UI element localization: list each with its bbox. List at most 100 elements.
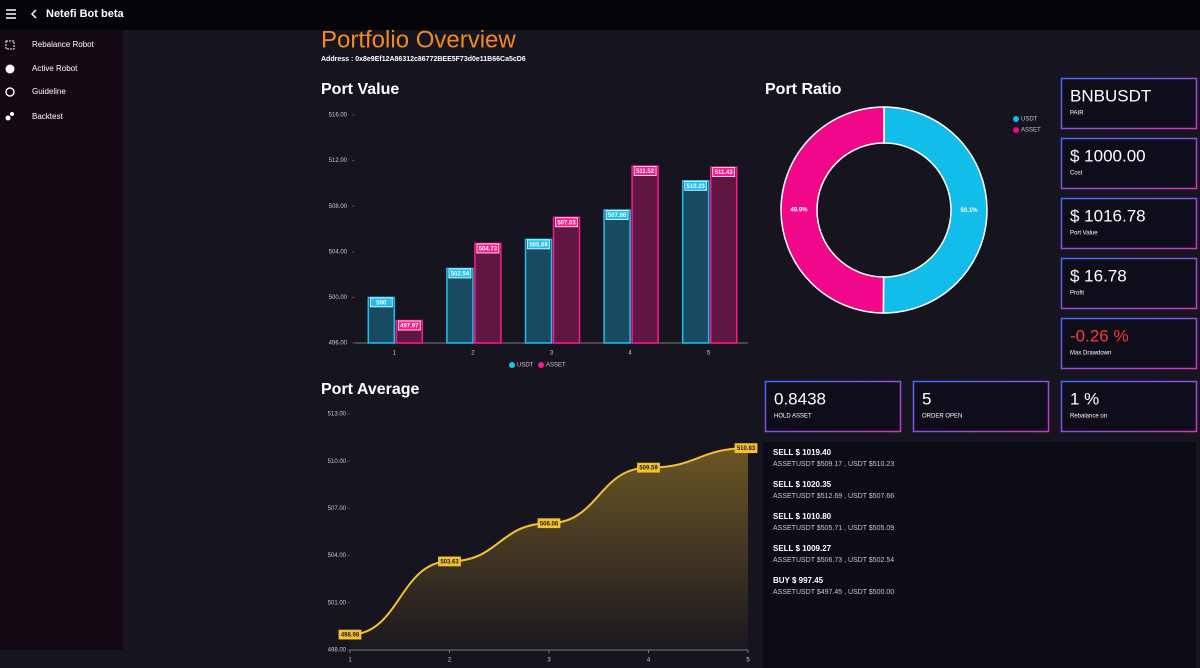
summary-card: [912, 380, 1050, 433]
bar-value-label-box: [448, 268, 472, 279]
y-tick-label: 504.00: [328, 553, 347, 559]
stat-card: [1060, 197, 1198, 250]
point-value-label-box: [537, 518, 561, 529]
stat-label: Port Value: [1070, 231, 1098, 237]
legend-label: ASSET: [546, 363, 566, 369]
stat-label: Max Drawdown: [1070, 351, 1111, 357]
bar-value-label-box: [712, 167, 736, 177]
summary-card: [1060, 380, 1198, 433]
stat-label: PAIR: [1070, 111, 1084, 117]
address: Address : 0x8e9Ef12A86312c86772BEE5F73d0…: [321, 56, 526, 63]
sidebar-item[interactable]: Guideline: [32, 87, 66, 96]
transaction-title: BUY $ 997.45: [773, 576, 824, 585]
legend-marker: [509, 362, 515, 368]
section-title: Port Ratio: [765, 81, 842, 98]
y-tick-label: 507.00: [328, 506, 347, 512]
stat-label: Profit: [1070, 291, 1084, 297]
x-tick-label: 1: [393, 351, 397, 357]
y-tick-label: 516.00: [329, 113, 348, 119]
y-tick-label: 510.00: [328, 459, 347, 465]
top-bar: [0, 0, 1200, 30]
transaction-title: SELL $ 1009.27: [773, 544, 832, 553]
point-value-label: 506.06: [540, 521, 559, 527]
donut-slice: [780, 106, 885, 314]
bar-value-label-box: [555, 217, 578, 228]
backtest-icon: [5, 115, 11, 121]
bar: [709, 166, 738, 344]
transactions-panel: [763, 442, 1196, 668]
menu-button[interactable]: [6, 9, 16, 19]
stat-card: [1060, 77, 1198, 130]
bar: [474, 242, 502, 344]
bar-value-label: 511.52: [636, 169, 655, 175]
bar: [552, 216, 581, 344]
legend-label: ASSET: [1021, 128, 1041, 134]
legend-marker: [1013, 116, 1019, 122]
stat-value: -0.26 %: [1070, 326, 1129, 345]
y-tick-label: 504.00: [329, 249, 348, 255]
point-value-label-box: [637, 462, 660, 473]
section-title: Port Value: [321, 81, 399, 98]
point-value-label: 509.59: [639, 466, 658, 472]
legend-label: USDT: [517, 363, 534, 369]
stat-value: $ 1016.78: [1070, 206, 1146, 225]
stat-value: $ 16.78: [1070, 266, 1127, 285]
transaction-title: SELL $ 1020.35: [773, 480, 832, 489]
point-value-label: 510.83: [737, 446, 756, 452]
y-tick-label: 498.00: [328, 648, 347, 654]
x-tick-label: 4: [628, 351, 632, 357]
help-icon: [5, 87, 15, 97]
sidebar-item[interactable]: Active Robot: [32, 64, 78, 73]
bar: [603, 209, 631, 344]
donut-slice: [882, 106, 988, 314]
bar-value-label-box: [476, 243, 500, 254]
bar-value-label-box: [684, 180, 708, 191]
y-tick-label: 501.00: [328, 600, 347, 606]
bar-value-label-box: [397, 320, 421, 331]
bar-value-label-box: [527, 239, 550, 250]
y-tick-label: 508.00: [329, 204, 348, 210]
legend-marker: [538, 362, 544, 368]
bar: [631, 165, 659, 344]
bar-value-label: 507.03: [557, 220, 576, 226]
summary-label: Rebalance on: [1070, 414, 1107, 420]
sidebar-item[interactable]: Rebalance Robot: [32, 40, 95, 49]
y-tick-label: 500.00: [329, 295, 348, 301]
bar: [524, 238, 553, 344]
bar-value-label: 497.97: [400, 324, 419, 330]
stat-value: $ 1000.00: [1070, 146, 1146, 165]
line-area: [350, 448, 748, 650]
summary-value: 5: [922, 389, 931, 408]
x-tick-label: 3: [550, 351, 554, 357]
bar-value-label-box: [633, 166, 657, 176]
bar-value-label: 510.23: [687, 184, 706, 190]
section-title: Port Average: [321, 381, 420, 398]
summary-card: [764, 380, 902, 433]
x-tick-label: 5: [746, 658, 750, 664]
bar: [681, 180, 710, 344]
x-tick-label: 5: [707, 351, 711, 357]
robot-icon: [5, 64, 15, 74]
backtest-icon: [10, 112, 14, 116]
bar-value-label-box: [605, 210, 629, 220]
back-button[interactable]: [30, 9, 37, 19]
point-value-label-box: [438, 556, 461, 567]
summary-value: 0.8438: [774, 389, 826, 408]
point-value-label-box: [734, 443, 758, 454]
transaction-detail: ASSETUSDT $506.73 , USDT $502.54: [773, 557, 894, 564]
sidebar-icons: [5, 40, 15, 121]
bar-value-label: 504.73: [479, 247, 498, 253]
point-value-label: 503.63: [440, 559, 459, 565]
bar-value-label: 500: [376, 300, 387, 306]
x-tick-label: 1: [348, 658, 352, 664]
sidebar-item[interactable]: Backtest: [32, 112, 63, 121]
summary-label: HOLD ASSET: [774, 414, 812, 420]
transaction-detail: ASSETUSDT $497.45 , USDT $500.00: [773, 589, 894, 596]
legend-label: USDT: [1021, 117, 1038, 123]
x-tick-label: 4: [647, 658, 651, 664]
bar-value-label: 507.66: [608, 213, 627, 219]
x-tick-label: 2: [448, 658, 452, 664]
point-value-label-box: [338, 629, 362, 640]
